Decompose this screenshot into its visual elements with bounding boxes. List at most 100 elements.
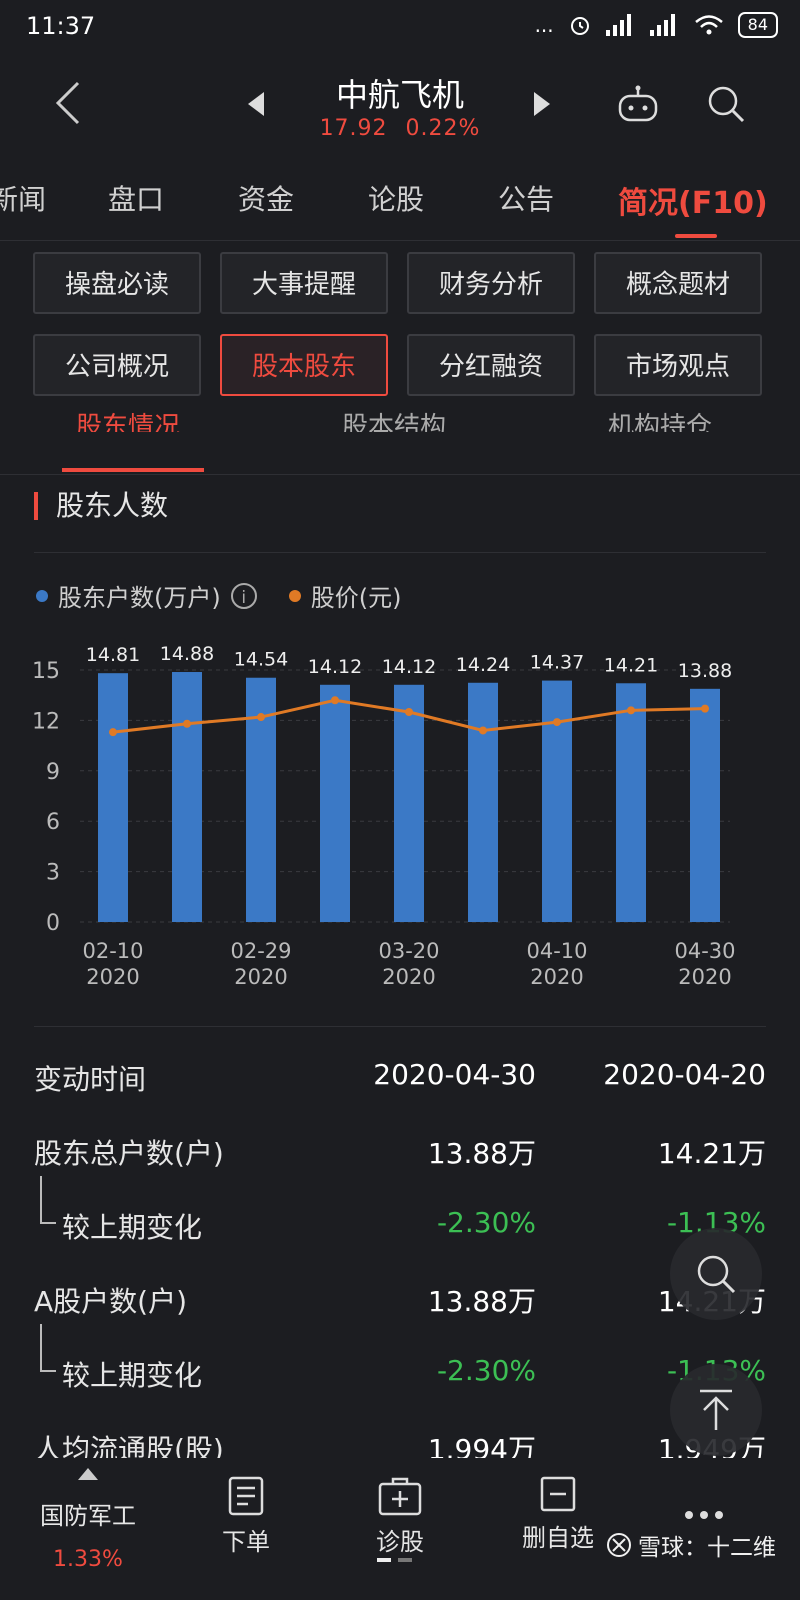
- watermark: 雪球：十二维: [606, 1528, 776, 1562]
- bar: [394, 684, 424, 922]
- grid-market-views[interactable]: 市场观点: [594, 334, 762, 396]
- bar-value-label: 14.12: [308, 656, 362, 678]
- tab-news[interactable]: 新闻: [0, 183, 47, 216]
- diagnose-label: 诊股: [376, 1528, 424, 1556]
- active-tab-indicator: [675, 234, 717, 238]
- stock-price-line: 17.92 0.22%: [0, 116, 800, 141]
- scroll-top-button[interactable]: [670, 1364, 762, 1456]
- more-icon[interactable]: [684, 1510, 724, 1520]
- stock-name: 中航飞机: [335, 76, 464, 114]
- bar-value-label: 14.37: [530, 652, 584, 674]
- next-stock-icon[interactable]: [532, 92, 552, 116]
- sector-button[interactable]: 国防军工 1.33%: [30, 1468, 146, 1572]
- remove-label: 删自选: [522, 1524, 594, 1552]
- table-header-label: 变动时间: [34, 1063, 147, 1096]
- bar: [320, 684, 350, 922]
- subtab-shareholder-status[interactable]: 股东情况: [76, 412, 181, 432]
- x-tick-label: 04-10: [526, 939, 587, 963]
- search-icon: [697, 1255, 736, 1294]
- row-change-col1: -2.30%: [436, 1206, 536, 1239]
- battery-icon: 84: [737, 12, 778, 38]
- grid-dividends[interactable]: 分红融资: [407, 334, 575, 396]
- info-icon[interactable]: i: [230, 582, 257, 609]
- tab-f10[interactable]: 简况(F10): [618, 186, 768, 221]
- subtab-institutional[interactable]: 机构持仓: [608, 412, 713, 432]
- chart-legend: 股东户数(万户) i 股价(元): [36, 578, 401, 613]
- signal-icon: [605, 14, 631, 36]
- price-point: [479, 726, 487, 735]
- bar-value-label: 14.12: [382, 656, 436, 678]
- more-dots-icon: ...: [534, 13, 554, 37]
- shareholder-chart: 0 3 6 9 12 15 14.81 14.88 14.54 14.12 14.12 14.24 14…: [32, 643, 736, 989]
- status-icons: ... 84: [535, 12, 778, 38]
- stock-change: 0.22%: [405, 116, 481, 141]
- subtab-indicator: [62, 468, 204, 472]
- grid-trading-guide[interactable]: 操盘必读: [33, 252, 201, 314]
- price-point: [109, 728, 117, 737]
- bottom-nav: 国防军工 1.33% 下单 诊股 删自选 雪球：十二维: [0, 1458, 800, 1600]
- minus-box-icon: [540, 1476, 576, 1512]
- bar: [616, 683, 646, 922]
- x-tick-label: 03-20: [378, 939, 439, 963]
- bar: [468, 682, 498, 922]
- grid-concepts[interactable]: 概念题材: [594, 252, 762, 314]
- order-button[interactable]: 下单: [206, 1476, 286, 1557]
- bar: [690, 688, 720, 922]
- floating-search-button[interactable]: [670, 1228, 762, 1320]
- tab-discussion[interactable]: 论股: [368, 183, 425, 216]
- subtab-share-structure[interactable]: 股本结构: [342, 412, 447, 432]
- bar-value-label: 14.81: [86, 644, 140, 666]
- price-point: [701, 704, 709, 713]
- x-tick-label: 02-29: [230, 939, 291, 963]
- table-header-col2: 2020-04-20: [603, 1058, 766, 1091]
- tab-funds[interactable]: 资金: [238, 183, 295, 216]
- triangle-up-icon: [78, 1468, 98, 1480]
- row-change-label: 较上期变化: [62, 1211, 203, 1244]
- snowball-logo-icon: [607, 1533, 631, 1557]
- bar-value-label: 13.88: [678, 660, 732, 682]
- x-tick-year-label: 2020: [678, 965, 731, 989]
- document-icon: [228, 1476, 264, 1516]
- price-point: [405, 708, 413, 716]
- price-point: [183, 719, 191, 728]
- tab-announcements[interactable]: 公告: [498, 183, 555, 216]
- diagnose-button[interactable]: 诊股: [360, 1476, 440, 1562]
- bar: [542, 680, 572, 922]
- section-title: 股东人数: [34, 492, 168, 520]
- arrow-up-icon: [700, 1389, 732, 1430]
- y-tick-label: 9: [46, 760, 60, 785]
- search-icon[interactable]: [706, 84, 746, 124]
- y-tick-label: 12: [32, 709, 60, 734]
- row-a-change-label: 较上期变化: [62, 1359, 203, 1392]
- alarm-icon: [570, 17, 589, 35]
- price-point: [257, 713, 265, 722]
- bar: [98, 673, 128, 922]
- grid-shareholders[interactable]: 股本股东: [220, 334, 388, 396]
- stock-header: 中航飞机 17.92 0.22%: [0, 56, 800, 152]
- x-tick-year-label: 2020: [382, 965, 435, 989]
- divider: [34, 1026, 766, 1027]
- remove-watchlist-button[interactable]: 删自选: [510, 1476, 606, 1553]
- tab-order-book[interactable]: 盘口: [108, 183, 165, 216]
- back-icon[interactable]: [48, 78, 88, 128]
- divider: [34, 552, 766, 553]
- price-point: [331, 696, 339, 705]
- row-a-change-col1: -2.30%: [436, 1354, 536, 1387]
- robot-icon[interactable]: [616, 84, 660, 124]
- grid-events[interactable]: 大事提醒: [220, 252, 388, 314]
- y-tick-label: 0: [46, 911, 60, 936]
- y-tick-label: 15: [32, 659, 60, 684]
- line-legend-swatch: [288, 589, 301, 602]
- grid-company-profile[interactable]: 公司概况: [33, 334, 201, 396]
- x-tick-label: 04-30: [674, 939, 735, 963]
- bar-value-label: 14.24: [456, 654, 510, 676]
- medical-kit-icon: [378, 1477, 422, 1516]
- row-total-holders-col1: 13.88万: [427, 1137, 536, 1170]
- bar-value-label: 14.21: [604, 654, 658, 676]
- x-tick-label: 02-10: [82, 939, 143, 963]
- wifi-icon: [694, 15, 723, 35]
- prev-stock-icon[interactable]: [246, 92, 266, 116]
- order-label: 下单: [222, 1528, 270, 1556]
- grid-financials[interactable]: 财务分析: [407, 252, 575, 314]
- bar-value-label: 14.88: [160, 643, 214, 665]
